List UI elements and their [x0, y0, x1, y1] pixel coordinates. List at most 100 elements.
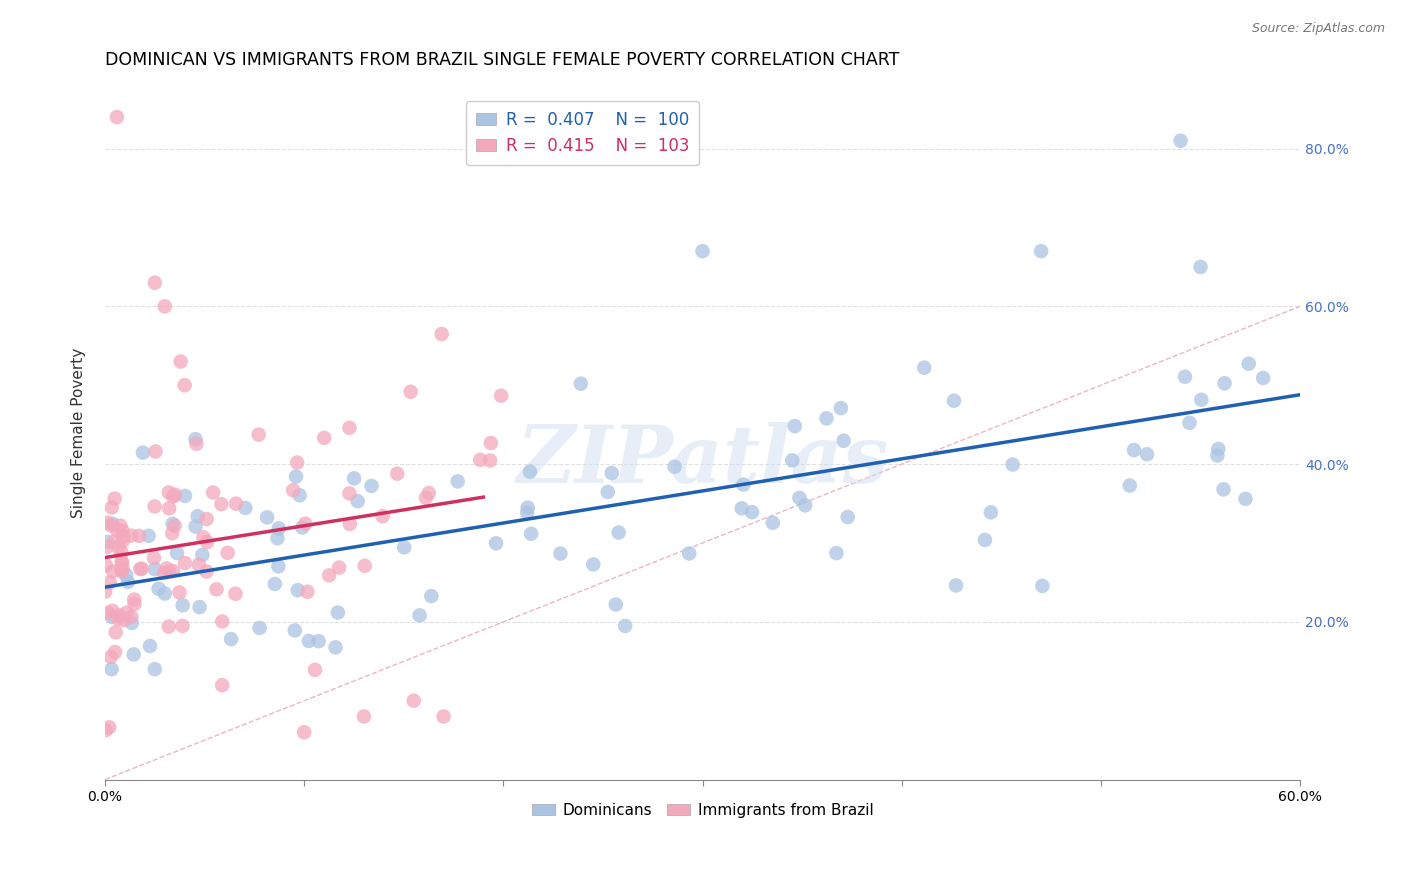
Point — [193, 530, 215, 544]
Point — [485, 536, 508, 550]
Point — [762, 516, 785, 530]
Point — [353, 558, 375, 573]
Point — [111, 534, 134, 549]
Point — [741, 505, 763, 519]
Point — [267, 521, 290, 535]
Point — [191, 548, 214, 562]
Point — [117, 574, 139, 589]
Point — [110, 554, 132, 568]
Point — [101, 604, 124, 618]
Point — [1174, 369, 1197, 384]
Point — [94, 723, 117, 738]
Point — [360, 479, 382, 493]
Point — [166, 546, 188, 560]
Point — [148, 582, 170, 596]
Point — [104, 645, 127, 659]
Point — [1251, 371, 1274, 385]
Point — [298, 634, 321, 648]
Point — [101, 516, 124, 531]
Point — [172, 619, 194, 633]
Point — [225, 497, 247, 511]
Point — [128, 529, 150, 543]
Point — [399, 384, 422, 399]
Point — [187, 509, 209, 524]
Point — [184, 519, 207, 533]
Point — [980, 505, 1002, 519]
Point — [156, 561, 179, 575]
Point — [294, 516, 316, 531]
Point — [1170, 134, 1192, 148]
Point — [188, 600, 211, 615]
Point — [209, 497, 232, 511]
Point — [287, 583, 309, 598]
Point — [837, 510, 859, 524]
Point — [139, 639, 162, 653]
Y-axis label: Single Female Poverty: Single Female Poverty — [72, 348, 86, 517]
Point — [402, 694, 425, 708]
Point — [131, 562, 153, 576]
Point — [288, 488, 311, 502]
Point — [516, 500, 538, 515]
Point — [101, 500, 124, 515]
Point — [187, 558, 209, 572]
Point — [264, 577, 287, 591]
Point — [157, 565, 180, 579]
Point — [96, 540, 118, 554]
Point — [132, 445, 155, 459]
Point — [1119, 478, 1142, 492]
Point — [387, 467, 409, 481]
Point — [314, 431, 336, 445]
Point — [912, 360, 935, 375]
Point — [942, 393, 965, 408]
Point — [153, 586, 176, 600]
Point — [162, 526, 184, 541]
Point — [1206, 449, 1229, 463]
Point — [1178, 416, 1201, 430]
Point — [100, 518, 122, 533]
Point — [211, 615, 233, 629]
Point — [94, 558, 117, 573]
Point — [157, 501, 180, 516]
Point — [945, 578, 967, 592]
Point — [107, 612, 129, 626]
Point — [318, 568, 340, 582]
Point — [304, 663, 326, 677]
Point — [783, 419, 806, 434]
Point — [339, 516, 361, 531]
Point — [664, 459, 686, 474]
Point — [101, 565, 124, 579]
Point — [110, 562, 132, 576]
Point — [217, 546, 239, 560]
Point — [143, 562, 166, 576]
Point — [418, 486, 440, 500]
Point — [100, 662, 122, 676]
Point — [143, 662, 166, 676]
Point — [343, 471, 366, 485]
Point — [1189, 392, 1212, 407]
Point — [678, 546, 700, 560]
Point — [392, 541, 415, 555]
Point — [292, 725, 315, 739]
Point — [420, 589, 443, 603]
Point — [291, 520, 314, 534]
Point — [297, 584, 319, 599]
Point — [371, 509, 394, 524]
Point — [172, 599, 194, 613]
Point — [614, 619, 637, 633]
Point — [104, 491, 127, 506]
Point — [163, 488, 186, 502]
Point — [582, 558, 605, 572]
Point — [112, 613, 135, 627]
Point — [110, 545, 132, 559]
Point — [408, 608, 430, 623]
Point — [122, 592, 145, 607]
Point — [516, 506, 538, 520]
Point — [433, 709, 456, 723]
Point — [145, 444, 167, 458]
Point — [600, 466, 623, 480]
Point — [111, 562, 134, 576]
Point — [235, 500, 257, 515]
Point — [163, 518, 186, 533]
Point — [308, 634, 330, 648]
Point — [605, 598, 627, 612]
